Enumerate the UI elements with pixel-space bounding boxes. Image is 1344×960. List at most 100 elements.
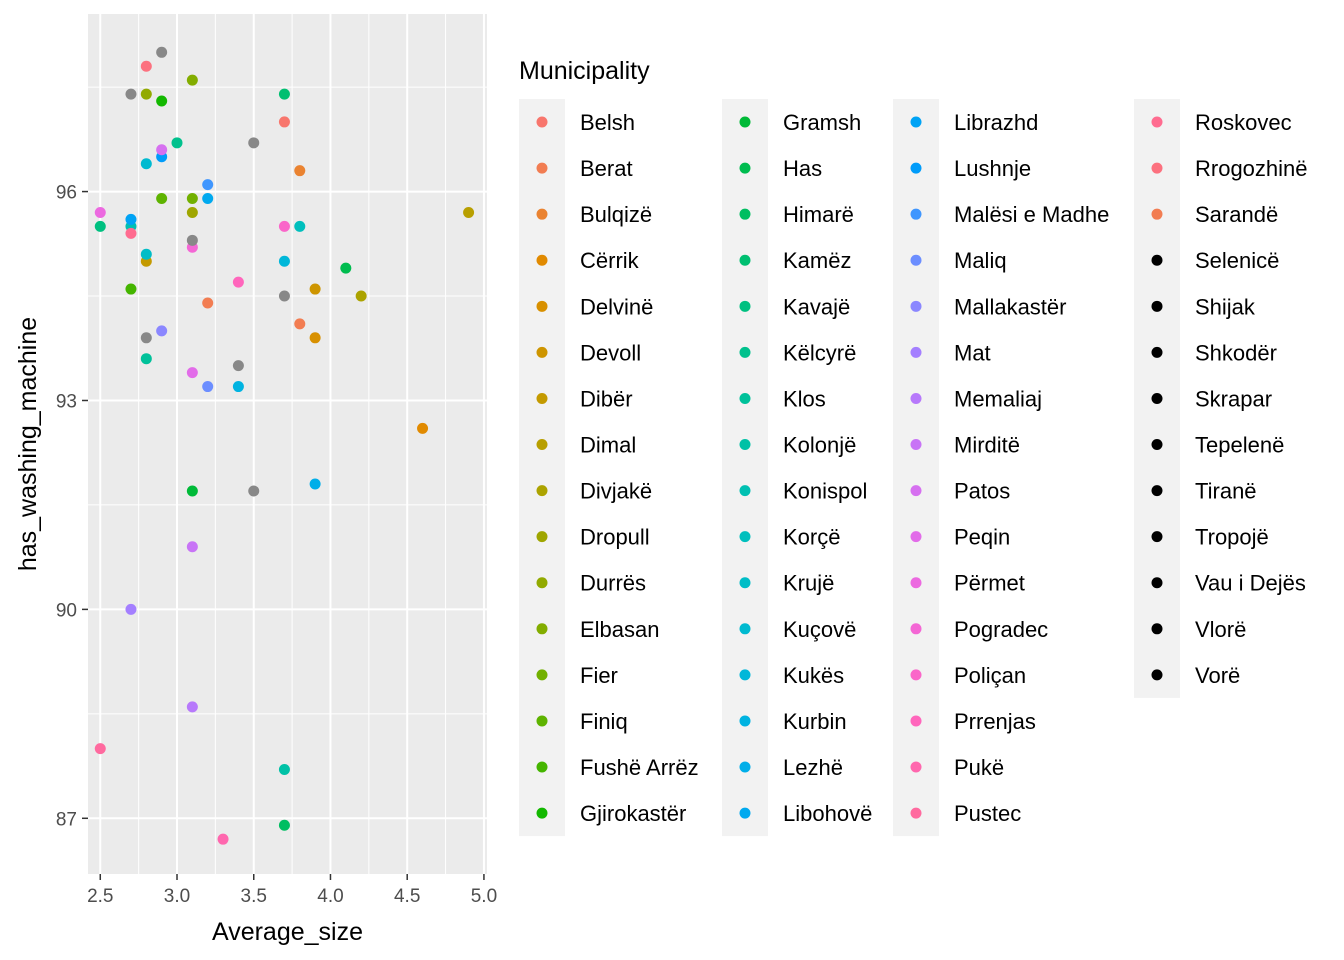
data-point: [140, 158, 152, 170]
legend-key-background: [893, 99, 939, 837]
data-point: [340, 262, 352, 274]
legend-key: [1151, 577, 1163, 589]
data-point: [125, 88, 137, 100]
data-points: [94, 46, 475, 845]
legend-label: Divjakë: [580, 479, 652, 504]
legend-key: [910, 300, 922, 312]
x-tick-label: 3.5: [241, 886, 267, 907]
legend-label: Librazhd: [954, 110, 1038, 135]
legend-key: [739, 300, 751, 312]
data-point: [186, 234, 198, 246]
data-point: [125, 603, 137, 615]
legend-label: Elbasan: [580, 617, 660, 642]
legend-key: [1151, 254, 1163, 266]
y-axis-ticks: 87 90 93 96: [56, 183, 88, 830]
legend-label: Patos: [954, 479, 1010, 504]
legend-label: Kolonjë: [783, 433, 856, 458]
legend-label: Lushnje: [954, 156, 1031, 181]
data-point: [278, 220, 290, 232]
legend-key: [536, 669, 548, 681]
legend-label: Himarë: [783, 202, 854, 227]
legend-label: Gjirokastër: [580, 801, 686, 826]
x-tick-label: 4.5: [394, 886, 420, 907]
legend-label: Maliq: [954, 248, 1007, 273]
legend-key: [910, 116, 922, 128]
legend-label: Devoll: [580, 340, 641, 365]
data-point: [355, 290, 367, 302]
legend-key: [536, 531, 548, 543]
legend-key: [739, 715, 751, 727]
legend-key: [1151, 669, 1163, 681]
legend-label: Mirditë: [954, 433, 1020, 458]
legend-label: Kuçovë: [783, 617, 856, 642]
data-point: [202, 297, 214, 309]
legend-label: Shijak: [1195, 294, 1256, 319]
data-point: [294, 318, 306, 330]
legend-key: [536, 577, 548, 589]
legend-label: Poliçan: [954, 663, 1026, 688]
legend-key: [739, 623, 751, 635]
legend-key: [910, 254, 922, 266]
data-point: [140, 353, 152, 365]
legend-label: Dropull: [580, 525, 650, 550]
legend-label: Fier: [580, 663, 618, 688]
data-point: [171, 137, 183, 149]
legend-key-background: [519, 99, 565, 837]
legend-label: Prrenjas: [954, 709, 1036, 734]
legend-key: [739, 392, 751, 404]
legend-label: Skrapar: [1195, 386, 1272, 411]
legend-label: Kamëz: [783, 248, 851, 273]
legend-label: Durrës: [580, 571, 646, 596]
data-point: [248, 485, 260, 497]
legend-label: Vlorë: [1195, 617, 1246, 642]
data-point: [248, 137, 260, 149]
minor-gridlines: [88, 14, 487, 874]
legend-label: Konispol: [783, 479, 867, 504]
data-point: [417, 422, 429, 434]
legend-label: Lezhë: [783, 755, 843, 780]
legend-key: [536, 715, 548, 727]
y-axis-title: has_washing_machine: [14, 317, 42, 571]
legend-key: [1151, 116, 1163, 128]
y-tick-label: 87: [56, 809, 77, 830]
data-point: [140, 332, 152, 344]
data-point: [202, 179, 214, 191]
legend-label: Tiranë: [1195, 479, 1257, 504]
legend-key: [910, 669, 922, 681]
legend-key: [910, 715, 922, 727]
legend-label: Pogradec: [954, 617, 1048, 642]
legend-label: Berat: [580, 156, 633, 181]
legend-key: [1151, 531, 1163, 543]
legend-label: Mat: [954, 340, 991, 365]
legend: Belsh Berat Bulqizë Cërrik Delvinë Devoll Dibë…: [519, 99, 1308, 837]
data-point: [186, 206, 198, 218]
legend-key: [536, 162, 548, 174]
legend-key: [536, 254, 548, 266]
legend-label: Libohovë: [783, 801, 872, 826]
data-point: [94, 220, 106, 232]
legend-key: [739, 531, 751, 543]
legend-key: [536, 300, 548, 312]
data-point: [202, 193, 214, 205]
legend-key: [910, 208, 922, 220]
data-point: [140, 248, 152, 260]
data-point: [156, 325, 168, 337]
legend-label: Selenicë: [1195, 248, 1279, 273]
legend-label: Krujë: [783, 571, 834, 596]
data-point: [202, 381, 214, 393]
legend-label: Fushë Arrëz: [580, 755, 699, 780]
legend-key: [910, 531, 922, 543]
legend-label: Vorë: [1195, 663, 1240, 688]
legend-key: [536, 392, 548, 404]
data-point: [463, 206, 475, 218]
legend-key: [739, 208, 751, 220]
data-point: [217, 833, 229, 845]
data-point: [278, 255, 290, 267]
data-point: [294, 220, 306, 232]
legend-key-background: [722, 99, 768, 837]
legend-key: [910, 162, 922, 174]
data-point: [186, 193, 198, 205]
legend-key: [910, 439, 922, 451]
legend-label: Mallakastër: [954, 294, 1066, 319]
data-point: [125, 227, 137, 239]
